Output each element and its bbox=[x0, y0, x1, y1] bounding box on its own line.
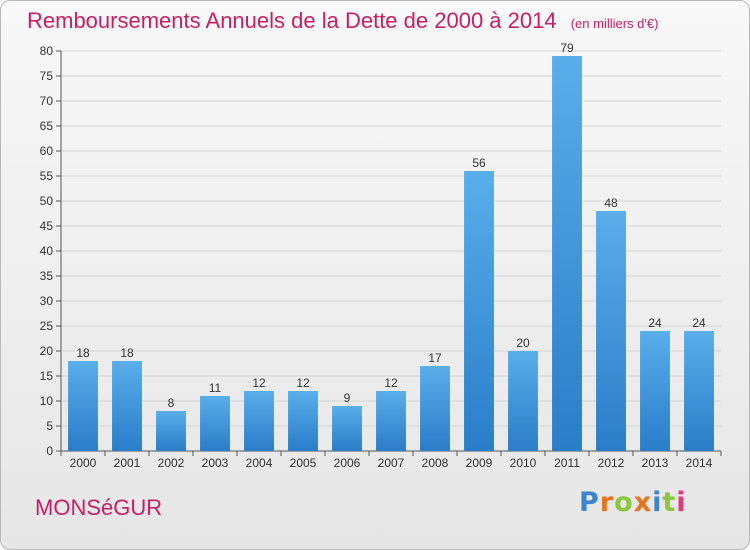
logo-letter: o bbox=[614, 487, 634, 518]
y-tick-label: 50 bbox=[40, 194, 54, 208]
x-tick-label-2003: 2003 bbox=[202, 456, 229, 470]
bars bbox=[68, 56, 714, 451]
value-label-2012: 48 bbox=[604, 196, 618, 210]
logo-letter: t bbox=[662, 487, 677, 518]
y-tick-label: 60 bbox=[40, 144, 54, 158]
y-tick-label: 65 bbox=[40, 119, 54, 133]
bar-2011 bbox=[552, 56, 582, 451]
value-label-2003: 11 bbox=[209, 381, 222, 395]
value-label-2007: 12 bbox=[384, 376, 398, 390]
y-tick-label: 0 bbox=[46, 444, 53, 458]
value-label-2014: 24 bbox=[692, 316, 706, 330]
value-label-2013: 24 bbox=[648, 316, 662, 330]
y-tick-label: 30 bbox=[40, 294, 54, 308]
bar-2003 bbox=[200, 396, 230, 451]
chart-title: Remboursements Annuels de la Dette de 20… bbox=[27, 8, 557, 33]
value-label-2009: 56 bbox=[472, 156, 486, 170]
y-tick-label: 5 bbox=[46, 419, 53, 433]
logo-letter: i bbox=[652, 487, 663, 518]
x-tick-label-2002: 2002 bbox=[158, 456, 185, 470]
proxiti-logo: Proxiti bbox=[579, 487, 687, 518]
bar-2010 bbox=[508, 351, 538, 451]
x-tick-label-2010: 2010 bbox=[510, 456, 537, 470]
bar-2001 bbox=[112, 361, 142, 451]
labels: 0 5 10 15 20 25 30 35 40 45 50 55 60 65 70 75 80 18 2000 18… bbox=[40, 41, 713, 470]
value-label-2002: 8 bbox=[168, 396, 175, 410]
x-tick-label-2011: 2011 bbox=[554, 456, 580, 470]
y-tick-label: 25 bbox=[40, 319, 54, 333]
y-tick-label: 35 bbox=[40, 269, 54, 283]
y-tick-label: 75 bbox=[40, 69, 54, 83]
value-label-2008: 17 bbox=[428, 351, 442, 365]
bar-2013 bbox=[640, 331, 670, 451]
chart-unit: (en milliers d'€) bbox=[570, 16, 659, 31]
bar-2009 bbox=[464, 171, 494, 451]
value-label-2000: 18 bbox=[76, 346, 90, 360]
logo-letter: r bbox=[599, 487, 615, 518]
value-label-2004: 12 bbox=[252, 376, 266, 390]
value-label-2001: 18 bbox=[120, 346, 134, 360]
value-label-2011: 79 bbox=[560, 41, 574, 55]
y-tick-label: 40 bbox=[40, 244, 54, 258]
logo-letter: P bbox=[579, 487, 600, 518]
y-tick-label: 15 bbox=[40, 369, 54, 383]
x-tick-label-2014: 2014 bbox=[686, 456, 713, 470]
bar-2008 bbox=[420, 366, 450, 451]
y-tick-label: 20 bbox=[40, 344, 54, 358]
y-tick-label: 70 bbox=[40, 94, 54, 108]
town-name: MONSéGUR bbox=[35, 495, 163, 520]
logo-letter: x bbox=[633, 487, 653, 518]
chart-title-block: Remboursements Annuels de la Dette de 20… bbox=[27, 8, 658, 34]
value-label-2006: 9 bbox=[344, 391, 351, 405]
logo-letter: i bbox=[676, 487, 687, 518]
x-tick-label-2009: 2009 bbox=[466, 456, 493, 470]
bar-2006 bbox=[332, 406, 362, 451]
x-tick-label-2013: 2013 bbox=[642, 456, 669, 470]
x-tick-label-2008: 2008 bbox=[422, 456, 449, 470]
x-tick-label-2012: 2012 bbox=[598, 456, 625, 470]
y-tick-label: 80 bbox=[40, 44, 54, 58]
x-tick-label-2001: 2001 bbox=[114, 456, 141, 470]
y-tick-label: 45 bbox=[40, 219, 54, 233]
bar-2014 bbox=[684, 331, 714, 451]
value-label-2010: 20 bbox=[516, 336, 530, 350]
y-tick-label: 10 bbox=[40, 394, 54, 408]
bar-2002 bbox=[156, 411, 186, 451]
x-tick-label-2000: 2000 bbox=[70, 456, 97, 470]
bar-2000 bbox=[68, 361, 98, 451]
x-tick-label-2004: 2004 bbox=[246, 456, 273, 470]
y-tick-label: 55 bbox=[40, 169, 54, 183]
bar-2005 bbox=[288, 391, 318, 451]
value-label-2005: 12 bbox=[296, 376, 310, 390]
bar-2004 bbox=[244, 391, 274, 451]
bar-2012 bbox=[596, 211, 626, 451]
bar-2007 bbox=[376, 391, 406, 451]
x-tick-label-2007: 2007 bbox=[378, 456, 405, 470]
x-tick-label-2006: 2006 bbox=[334, 456, 361, 470]
x-tick-label-2005: 2005 bbox=[290, 456, 317, 470]
